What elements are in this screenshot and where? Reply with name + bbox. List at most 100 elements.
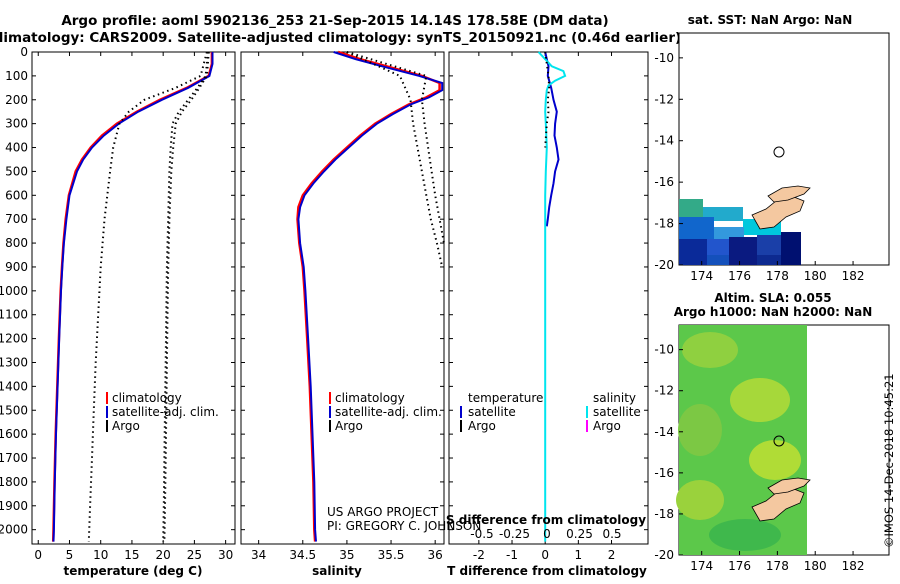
temperature-axis-label: temperature (deg C) — [64, 564, 203, 578]
pressure-tick-label: 700 — [5, 212, 28, 226]
t-difference-axis-label: T difference from climatology — [447, 564, 647, 578]
difference-panel-frame — [448, 51, 649, 545]
salinity-panel-frame — [240, 51, 445, 545]
map-lon-label: 176 — [728, 269, 751, 283]
pressure-tick-label: 1400 — [0, 379, 28, 393]
pressure-tick-label: 1200 — [0, 332, 28, 346]
sst-pixel — [679, 239, 707, 265]
sst-map: -10 -12 -14 -16 -18 -20 174 176 178 180 182 — [654, 32, 890, 283]
x-tick-label: 30 — [218, 548, 233, 562]
s-difference-tick-label: -0.5 — [470, 527, 493, 541]
pressure-tick-label: 1300 — [0, 355, 28, 369]
credit-line2: PI: GREGORY C. JOHNSON — [327, 519, 481, 533]
sst-map-title: sat. SST: NaN Argo: NaN — [688, 13, 853, 27]
map-lon-label: 182 — [842, 269, 865, 283]
legend-t-satellite: satellite — [468, 405, 516, 419]
map-lon-label: 180 — [804, 269, 827, 283]
map-lat-label: -10 — [654, 51, 674, 65]
pressure-tick-label: 1700 — [0, 451, 28, 465]
map-lon-label: 176 — [728, 559, 751, 573]
salinity-axis-label: salinity — [312, 564, 362, 578]
header-line2: Climatology: CARS2009. Satellite-adjuste… — [0, 30, 681, 46]
legend-satellite: satellite-adj. clim. — [335, 405, 442, 419]
legend-climatology: climatology — [112, 391, 182, 405]
salinity-legend: climatology satellite-adj. clim. Argo — [329, 391, 442, 433]
temperature-argo-line — [163, 51, 210, 542]
sla-anomaly-patch — [682, 332, 738, 368]
map-lat-label: -16 — [654, 466, 674, 480]
sst-pixel — [714, 227, 744, 239]
pressure-tick-label: 0 — [20, 45, 28, 59]
x-tick-label: -2 — [473, 548, 485, 562]
difference-legend: temperature salinity satellite Argo sate… — [460, 391, 641, 433]
legend-s-satellite: satellite — [593, 405, 641, 419]
map-lon-label: 180 — [804, 559, 827, 573]
pressure-tick-label: 1800 — [0, 475, 28, 489]
sst-pixel — [781, 232, 801, 265]
sst-pixel — [729, 237, 757, 265]
legend-argo: Argo — [112, 419, 140, 433]
legend-s-argo: Argo — [593, 419, 621, 433]
sla-anomaly-patch — [730, 378, 790, 422]
s-difference-tick-label: 0.25 — [566, 527, 593, 541]
x-tick-label: 5 — [66, 548, 74, 562]
legend-t-argo: Argo — [468, 419, 496, 433]
pressure-tick-label: 1100 — [0, 308, 28, 322]
x-tick-label: 0 — [541, 548, 549, 562]
map-lat-label: -18 — [654, 217, 674, 231]
map-lat-label: -16 — [654, 175, 674, 189]
fiji-vanua-levu-shape — [767, 477, 811, 495]
x-tick-label: 34.5 — [289, 548, 316, 562]
x-tick-label: 34 — [251, 548, 266, 562]
temperature-climatology-line — [51, 52, 214, 542]
temperature-argo-line — [162, 51, 210, 542]
x-tick-label: 0 — [34, 548, 42, 562]
x-tick-label: 15 — [124, 548, 139, 562]
x-tick-label: 20 — [156, 548, 171, 562]
map-lon-label: 178 — [766, 559, 789, 573]
sst-pixel — [679, 199, 703, 217]
x-tick-label: 36 — [428, 548, 443, 562]
float-location-marker — [773, 146, 785, 158]
pressure-axis: 0 100 200 300 400 500 600 700 800 900 1000 1100 1200… — [0, 45, 648, 537]
legend-argo: Argo — [335, 419, 363, 433]
x-tick-label: -1 — [506, 548, 518, 562]
temperature-satellite-line — [52, 52, 214, 542]
legend-salinity-heading: salinity — [593, 391, 636, 405]
sst-pixel — [707, 239, 729, 255]
sla-map: -10 -12 -14 -16 -18 -20 174 176 178 180 182 — [654, 324, 890, 573]
salinity-argo-line — [346, 51, 444, 268]
map-lat-label: -14 — [654, 134, 674, 148]
s-difference-tick-label: 0 — [543, 527, 551, 541]
map-lon-label: 178 — [766, 269, 789, 283]
x-tick-label: 2 — [608, 548, 616, 562]
sst-pixel — [757, 235, 781, 255]
temperature-argo-line — [87, 51, 208, 542]
s-difference-satellite-line — [537, 51, 567, 542]
pressure-tick-label: 500 — [5, 164, 28, 178]
pressure-tick-label: 2000 — [0, 523, 28, 537]
salinity-climatology-line — [296, 50, 441, 542]
map-lat-label: -20 — [654, 548, 674, 562]
float-location-marker — [773, 435, 785, 447]
fiji-viti-levu-shape — [751, 488, 805, 522]
map-lat-label: -12 — [654, 384, 674, 398]
pressure-tick-label: 600 — [5, 188, 28, 202]
s-difference-tick-label: 0.5 — [602, 527, 621, 541]
pressure-tick-label: 800 — [5, 236, 28, 250]
legend-climatology: climatology — [335, 391, 405, 405]
x-tick-label: 35 — [339, 548, 354, 562]
sla-anomaly-patch — [749, 440, 801, 480]
x-tick-label: 10 — [93, 548, 108, 562]
map-lon-label: 174 — [690, 559, 713, 573]
map-lon-label: 182 — [842, 559, 865, 573]
pressure-tick-label: 1000 — [0, 284, 28, 298]
sla-map-title2: Argo h1000: NaN h2000: NaN — [674, 305, 873, 319]
salinity-satellite-line — [297, 51, 444, 542]
sst-pixel — [757, 255, 781, 265]
pressure-tick-label: 1500 — [0, 403, 28, 417]
salinity-panel: 34 34.5 35 35.5 36 — [251, 50, 445, 562]
legend-temperature-heading: temperature — [468, 391, 543, 405]
